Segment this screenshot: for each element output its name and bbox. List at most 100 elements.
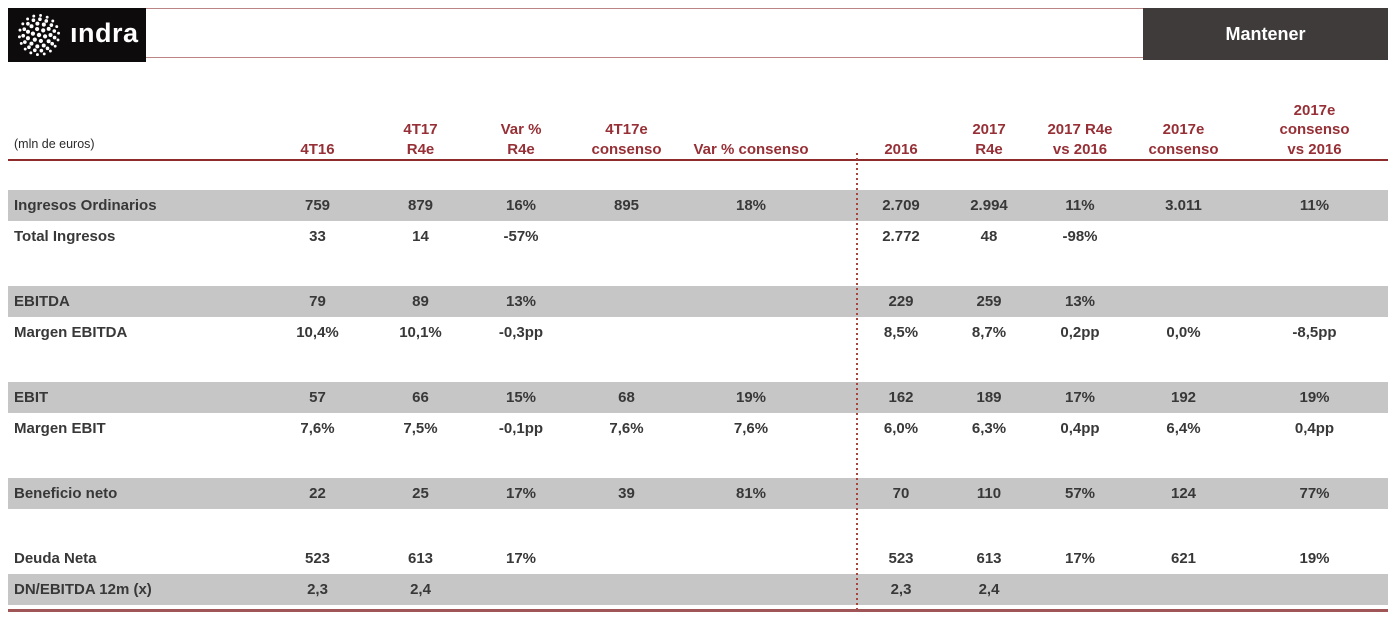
cell-deuda-neta-2017-r4e-vs-2016: 17%	[1064, 550, 1096, 567]
cell-beneficio-neto-2017-r4e-vs-2016: 57%	[1034, 478, 1126, 509]
cell-spacer	[820, 478, 858, 509]
row-label-total-ingresos: Total Ingresos	[14, 228, 116, 245]
column-header-var-pct-r4e: Var % R4e	[500, 121, 542, 158]
table-header: (mln de euros) 4T16 4T17 R4e Var % R4e 4T17…	[8, 68, 1388, 160]
column-header-4t16: 4T16	[300, 140, 335, 158]
column-header-4t17-r4e: 4T17 R4e	[403, 121, 438, 158]
cell-ebit-4t17-r4e: 66	[370, 382, 471, 413]
table-row-dn-ebitda-12m: DN/EBITDA 12m (x) 2,3 2,4 2,3 2,4	[8, 574, 1388, 605]
cell-ebitda-4t17-r4e: 89	[370, 286, 471, 317]
column-header-2017e-consenso: 2017e consenso	[1148, 121, 1219, 158]
indra-logo: ındra	[8, 8, 146, 62]
table-row-ingresos-ordinarios: Ingresos Ordinarios 759 879 16% 895 18% 2.709 2…	[8, 190, 1388, 221]
header-gap-row	[8, 160, 1388, 190]
cell-ebit-2017e-consenso: 192	[1126, 382, 1241, 413]
cell-spacer	[820, 190, 858, 221]
cell-beneficio-neto-4t17e-consenso: 39	[571, 478, 682, 509]
cell-spacer	[820, 317, 858, 348]
cell-margen-ebit-var-pct-r4e: -0,1pp	[498, 420, 544, 437]
cell-total-ingresos-4t17e-consenso	[571, 221, 682, 252]
table-row-beneficio-neto: Beneficio neto 22 25 17% 39 81% 70 110 57% 124 77%	[8, 478, 1388, 509]
row-label-margen-ebit: Margen EBIT	[14, 420, 106, 437]
cell-margen-ebitda-4t17-r4e: 10,1%	[399, 324, 442, 341]
cell-dn-ebitda-12m-4t17e-consenso	[571, 574, 682, 605]
row-label-ingresos-ordinarios: Ingresos Ordinarios	[8, 190, 265, 221]
cell-spacer	[820, 413, 858, 444]
cell-ebitda-2016: 229	[858, 286, 944, 317]
cell-total-ingresos-2017e-consenso	[1126, 221, 1241, 252]
cell-ebitda-4t17e-consenso	[571, 286, 682, 317]
cell-margen-ebit-2016: 6,0%	[883, 420, 919, 437]
cell-deuda-neta-2017e-consenso: 621	[1170, 550, 1197, 567]
cell-margen-ebitda-2017-r4e: 8,7%	[971, 324, 1007, 341]
cell-margen-ebitda-2016: 8,5%	[883, 324, 919, 341]
cell-ingresos-ordinarios-var-pct-r4e: 16%	[471, 190, 571, 221]
cell-margen-ebitda-var-pct-r4e: -0,3pp	[498, 324, 544, 341]
cell-dn-ebitda-12m-4t17-r4e: 2,4	[370, 574, 471, 605]
cell-ingresos-ordinarios-2017-r4e-vs-2016: 11%	[1034, 190, 1126, 221]
cell-ebitda-4t16: 79	[265, 286, 370, 317]
financial-table: (mln de euros) 4T16 4T17 R4e Var % R4e 4T17…	[8, 68, 1388, 605]
bottom-rule	[8, 609, 1388, 612]
cell-margen-ebit-4t16: 7,6%	[300, 420, 335, 437]
cell-dn-ebitda-12m-var-pct-consenso	[682, 574, 820, 605]
unit-label: (mln de euros)	[14, 136, 95, 151]
cell-ingresos-ordinarios-4t17e-consenso: 895	[571, 190, 682, 221]
cell-dn-ebitda-12m-2017-r4e: 2,4	[944, 574, 1034, 605]
cell-beneficio-neto-var-pct-consenso: 81%	[682, 478, 820, 509]
cell-ebitda-var-pct-consenso	[682, 286, 820, 317]
cell-ingresos-ordinarios-var-pct-consenso: 18%	[682, 190, 820, 221]
cell-ingresos-ordinarios-2017-r4e: 2.994	[944, 190, 1034, 221]
cell-spacer	[820, 382, 858, 413]
cell-total-ingresos-4t17-r4e: 14	[412, 228, 429, 245]
table-body: Ingresos Ordinarios 759 879 16% 895 18% 2.709 2…	[8, 160, 1388, 605]
cell-total-ingresos-4t16: 33	[309, 228, 326, 245]
cell-margen-ebit-2017e-consenso: 6,4%	[1166, 420, 1201, 437]
cell-deuda-neta-2017-r4e: 613	[976, 550, 1002, 567]
row-label-ebitda: EBITDA	[8, 286, 265, 317]
cell-margen-ebit-var-pct-consenso: 7,6%	[733, 420, 769, 437]
cell-margen-ebitda-2017-r4e-vs-2016: 0,2pp	[1060, 324, 1100, 341]
cell-spacer	[820, 543, 858, 574]
cell-deuda-neta-var-pct-r4e: 17%	[505, 550, 537, 567]
cell-ebit-2017e-consenso-vs-2016: 19%	[1241, 382, 1388, 413]
indra-logo-text: ındra	[70, 17, 139, 48]
column-spacer	[820, 68, 858, 160]
cell-spacer	[820, 286, 858, 317]
cell-ebit-4t17e-consenso: 68	[571, 382, 682, 413]
cell-ingresos-ordinarios-4t16: 759	[265, 190, 370, 221]
cell-total-ingresos-2017-r4e-vs-2016: -98%	[1062, 228, 1098, 245]
cell-dn-ebitda-12m-2017-r4e-vs-2016	[1034, 574, 1126, 605]
financial-table-wrap: (mln de euros) 4T16 4T17 R4e Var % R4e 4T17…	[8, 68, 1388, 605]
cell-deuda-neta-2017e-consenso-vs-2016: 19%	[1299, 550, 1330, 567]
row-gap-spacer-4	[8, 509, 1388, 543]
cell-dn-ebitda-12m-2016: 2,3	[858, 574, 944, 605]
cell-margen-ebitda-var-pct-consenso	[682, 317, 820, 348]
cell-ingresos-ordinarios-2016: 2.709	[858, 190, 944, 221]
row-label-margen-ebitda: Margen EBITDA	[14, 324, 128, 341]
row-gap-spacer-3	[8, 444, 1388, 478]
cell-spacer	[820, 221, 858, 252]
cell-beneficio-neto-2017-r4e: 110	[944, 478, 1034, 509]
column-header-4t17e-consenso: 4T17e consenso	[591, 121, 662, 158]
cell-deuda-neta-4t17-r4e: 613	[407, 550, 434, 567]
cell-deuda-neta-4t17e-consenso	[571, 543, 682, 574]
cell-ebitda-2017-r4e-vs-2016: 13%	[1034, 286, 1126, 317]
column-header-2017-r4e: 2017 R4e	[972, 121, 1006, 158]
cell-total-ingresos-var-pct-consenso	[682, 221, 820, 252]
cell-dn-ebitda-12m-2017e-consenso-vs-2016	[1241, 574, 1388, 605]
cell-dn-ebitda-12m-var-pct-r4e	[471, 574, 571, 605]
cell-beneficio-neto-2017e-consenso: 124	[1126, 478, 1241, 509]
column-header-2017e-consenso-vs-2016: 2017e consenso vs 2016	[1279, 101, 1350, 158]
column-header-2016: 2016	[884, 140, 918, 158]
cell-margen-ebitda-4t17e-consenso	[571, 317, 682, 348]
cell-ingresos-ordinarios-2017e-consenso: 3.011	[1126, 190, 1241, 221]
cell-ebitda-var-pct-r4e: 13%	[471, 286, 571, 317]
cell-margen-ebitda-2017e-consenso: 0,0%	[1166, 324, 1201, 341]
row-label-dn-ebitda-12m: DN/EBITDA 12m (x)	[8, 574, 265, 605]
cell-ebit-4t16: 57	[265, 382, 370, 413]
table-row-ebit: EBIT 57 66 15% 68 19% 162 189 17% 192 19%	[8, 382, 1388, 413]
cell-beneficio-neto-2017e-consenso-vs-2016: 77%	[1241, 478, 1388, 509]
cell-spacer	[820, 574, 858, 605]
rating-badge-label: Mantener	[1225, 23, 1306, 44]
